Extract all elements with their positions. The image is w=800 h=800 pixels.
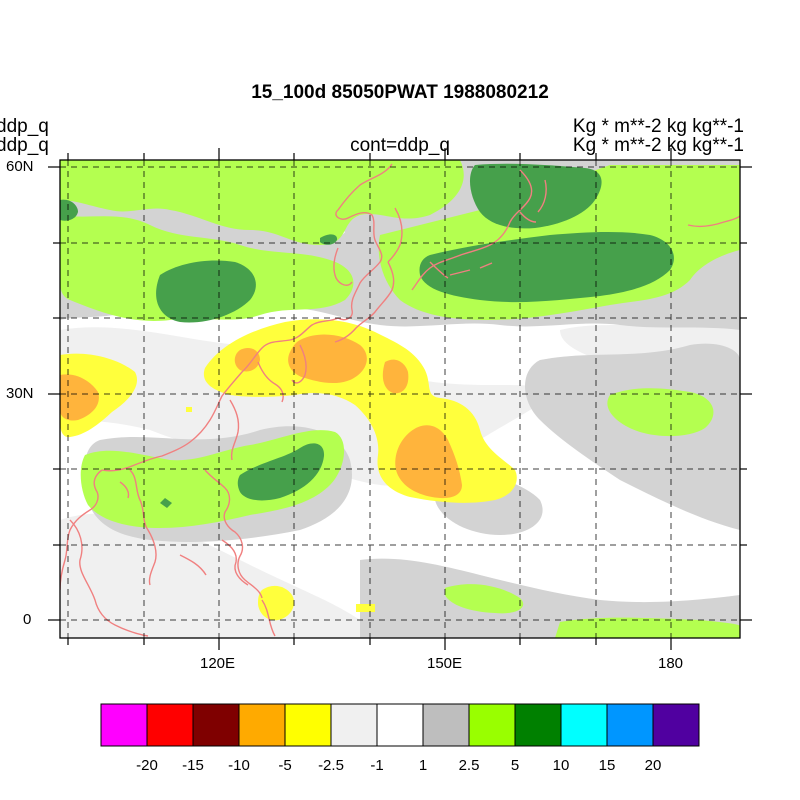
colorbar-label: 1 <box>418 757 428 774</box>
colorbar-swatch <box>100 703 148 747</box>
colorbar-swatch <box>238 703 286 747</box>
gridlines <box>60 160 740 638</box>
colorbar-swatch <box>560 703 608 747</box>
fill-orange <box>288 334 367 384</box>
lat-label-60n: 60N <box>6 158 34 175</box>
map-frame <box>59 159 741 639</box>
colorbar-label: 5 <box>510 757 520 774</box>
fill-lime <box>80 430 345 528</box>
fill-green <box>320 234 338 245</box>
colorbar-swatch <box>146 703 194 747</box>
lon-label-150e: 150E <box>427 655 463 672</box>
units-label-2: Kg * m**-2 kg kg**-1 <box>572 135 744 156</box>
fill-lime <box>555 617 740 638</box>
colorbar-swatch <box>330 703 378 747</box>
colorbar-label: -5 <box>278 757 292 774</box>
colorbar-label: -15 <box>182 757 204 774</box>
lat-label-0: 0 <box>23 611 32 628</box>
colorbar-label: 15 <box>598 757 616 774</box>
fill-green <box>156 260 256 323</box>
colorbar-label: 10 <box>552 757 570 774</box>
colorbar-label: 20 <box>644 757 662 774</box>
fill-yellow <box>186 407 192 412</box>
colorbar-label: -2.5 <box>318 757 344 774</box>
units-label-1: Kg * m**-2 kg kg**-1 <box>572 116 744 137</box>
fill-green <box>237 443 325 501</box>
lat-label-30n: 30N <box>6 385 34 402</box>
colorbar-swatch <box>376 703 424 747</box>
tick-marks <box>48 148 752 650</box>
fill-orange <box>234 348 260 372</box>
fill-green <box>419 231 674 303</box>
colorbar <box>100 703 700 747</box>
lon-label-180: 180 <box>658 655 684 672</box>
colorbar-label: -10 <box>228 757 250 774</box>
left-variable-label-2: ddp_q <box>0 135 49 156</box>
colorbar-swatch <box>514 703 562 747</box>
fill-orange <box>382 359 409 394</box>
fill-lime <box>607 388 714 437</box>
lon-label-120e: 120E <box>200 655 236 672</box>
colorbar-swatch <box>468 703 516 747</box>
fill-orange <box>60 374 99 421</box>
fill-green <box>469 163 602 229</box>
fill-green <box>160 498 172 508</box>
plot-title: 15_100d 85050PWAT 1988080212 <box>251 82 549 103</box>
fill-gray <box>525 343 740 530</box>
colorbar-label: -1 <box>370 757 384 774</box>
left-variable-label-1: ddp_q <box>0 116 49 137</box>
colorbar-swatch <box>422 703 470 747</box>
contour-label: cont=ddp_q <box>350 135 450 156</box>
fill-yellow <box>356 604 375 612</box>
colorbar-swatch <box>284 703 332 747</box>
fill-lime <box>445 584 524 614</box>
colorbar-label: 2.5 <box>458 757 480 774</box>
coastlines <box>60 163 740 637</box>
colorbar-swatch <box>652 703 700 747</box>
colorbar-swatch <box>192 703 240 747</box>
contour-fill-layer <box>60 160 740 638</box>
fill-green <box>60 199 78 221</box>
colorbar-swatch <box>606 703 654 747</box>
colorbar-label: -20 <box>136 757 158 774</box>
fill-lime <box>60 160 464 245</box>
